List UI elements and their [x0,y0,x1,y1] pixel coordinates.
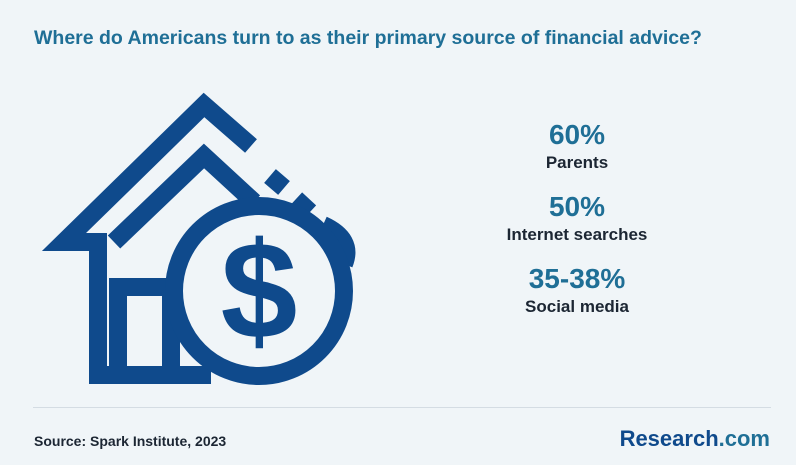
stat-label: Parents [545,153,609,172]
footer-divider [33,407,771,408]
stat-value: 50% [548,191,606,222]
stat-social-media: 35-38% Social media [470,262,684,318]
house-dollar-icon: $ [41,92,356,385]
svg-text:$: $ [221,214,298,368]
stat-label: Social media [525,297,629,316]
brand-logo: Research.com [620,426,770,452]
source-citation: Source: Spark Institute, 2023 [34,433,227,449]
stat-value: 35-38% [528,263,626,294]
stat-label: Internet searches [506,225,648,244]
stat-parents: 60% Parents [470,118,684,174]
brand-name: Research [619,426,719,451]
stat-value: 60% [548,119,606,150]
page-title: Where do Americans turn to as their prim… [34,27,702,49]
brand-tld: .com [718,426,770,451]
stat-internet-searches: 50% Internet searches [470,190,684,246]
stats-list: 60% Parents 50% Internet searches 35-38%… [470,118,684,318]
